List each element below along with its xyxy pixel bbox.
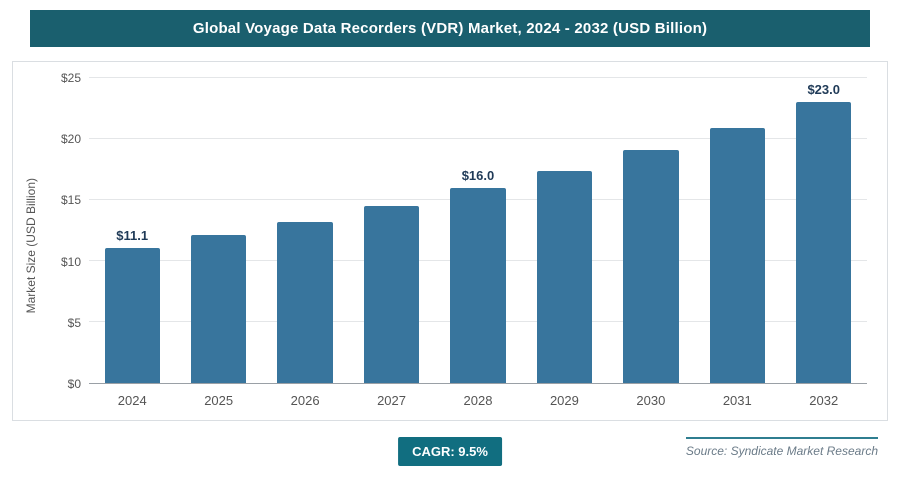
x-tick-label: 2032 — [809, 393, 839, 408]
bar-slot — [348, 78, 434, 383]
bar-slot: $16.0 — [435, 78, 521, 383]
x-tick-label: 2029 — [549, 393, 579, 408]
y-axis-title-wrap: Market Size (USD Billion) — [19, 78, 43, 414]
x-tick-label: 2025 — [204, 393, 234, 408]
chart-container: Market Size (USD Billion) $0 $5 $10 $15 $20 $… — [12, 61, 888, 421]
bar-value-label: $23.0 — [807, 82, 840, 98]
bar-value-label: $11.1 — [116, 227, 149, 243]
x-tick-label: 2028 — [463, 393, 493, 408]
plot-row: $0 $5 $10 $15 $20 $25 $11.1 $16.0 $23.0 — [43, 71, 867, 391]
x-tick-label: 2026 — [290, 393, 320, 408]
bar — [277, 221, 333, 383]
y-tick-label: $5 — [67, 315, 81, 330]
chart-footer: CAGR: 9.5% Source: Syndicate Market Rese… — [0, 435, 900, 475]
chart-title: Global Voyage Data Recorders (VDR) Marke… — [192, 20, 708, 37]
bar — [623, 149, 679, 383]
bar — [536, 170, 593, 383]
x-tick-label: 2024 — [117, 393, 147, 408]
y-tick-label: $10 — [60, 254, 81, 269]
bar-slot — [175, 78, 261, 383]
x-tick-label: 2031 — [722, 393, 752, 408]
x-tick-label: 2027 — [377, 393, 406, 408]
y-tick-label: $15 — [60, 193, 81, 208]
bar-value-label: $16.0 — [461, 167, 495, 183]
plot-area: $11.1 $16.0 $23.0 — [89, 77, 867, 384]
chart-title-bar: Global Voyage Data Recorders (VDR) Marke… — [30, 10, 870, 47]
bar — [709, 128, 765, 383]
source-note: Source: Syndicate Market Research — [685, 437, 878, 458]
bar-slot — [608, 78, 694, 383]
bars-group: $11.1 $16.0 $23.0 — [89, 78, 867, 383]
cagr-badge: CAGR: 9.5% — [398, 437, 502, 466]
bar-slot: $11.1 — [89, 78, 175, 383]
bar — [363, 206, 420, 383]
y-axis-title: Market Size (USD Billion) — [24, 178, 38, 314]
bar-slot — [694, 78, 780, 383]
bar — [191, 235, 247, 383]
bar — [450, 187, 506, 383]
plot-column: $0 $5 $10 $15 $20 $25 $11.1 $16.0 $23.0 2024 202… — [43, 71, 867, 414]
bar-slot — [521, 78, 607, 383]
y-axis-ticks: $0 $5 $10 $15 $20 $25 — [43, 71, 89, 391]
x-axis-ticks: 2024 2025 2026 2027 2028 2029 2030 2031 2032 — [89, 384, 867, 414]
gridline — [89, 77, 867, 78]
x-tick-label: 2030 — [636, 393, 666, 408]
y-tick-label: $25 — [60, 71, 81, 85]
bar — [796, 102, 852, 383]
gridline — [89, 138, 867, 139]
bar — [104, 247, 160, 383]
y-tick-label: $0 — [67, 377, 81, 391]
bar-slot: $23.0 — [781, 78, 867, 383]
y-tick-label: $20 — [60, 132, 81, 147]
bar-slot — [262, 78, 348, 383]
